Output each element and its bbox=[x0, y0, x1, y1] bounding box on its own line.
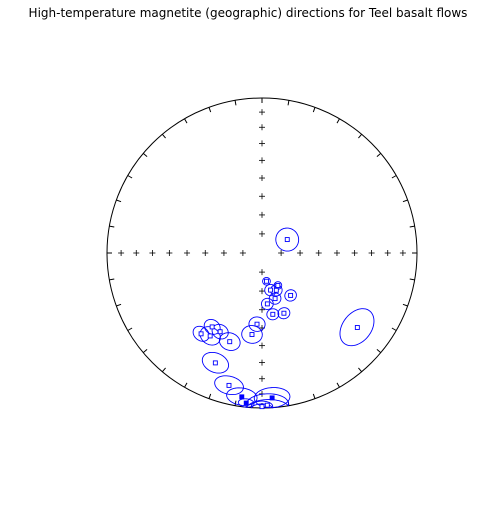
direction-marker bbox=[264, 301, 270, 307]
confidence-circle bbox=[253, 387, 291, 409]
perimeter-tick bbox=[287, 100, 290, 106]
perimeter-tick bbox=[161, 133, 166, 139]
confidence-circle bbox=[237, 398, 255, 408]
confidence-circle bbox=[214, 375, 244, 396]
perimeter-tick bbox=[234, 400, 237, 406]
perimeter-tick bbox=[208, 107, 212, 113]
direction-marker bbox=[264, 278, 269, 284]
perimeter-tick bbox=[336, 118, 340, 124]
perimeter-tick bbox=[184, 118, 188, 124]
confidence-circle bbox=[218, 332, 241, 351]
chart-title: High-temperature magnetite (geographic) … bbox=[28, 6, 468, 20]
confidence-circle bbox=[241, 325, 263, 344]
perimeter-tick bbox=[208, 393, 212, 399]
direction-marker bbox=[264, 402, 270, 408]
perimeter-tick bbox=[358, 133, 363, 139]
direction-marker bbox=[275, 283, 281, 288]
direction-marker bbox=[288, 292, 294, 298]
perimeter-tick bbox=[109, 278, 115, 281]
confidence-circle bbox=[266, 308, 280, 321]
perimeter-tick bbox=[127, 175, 133, 179]
direction-marker bbox=[284, 237, 290, 243]
perimeter-tick bbox=[376, 349, 382, 354]
perimeter-tick bbox=[127, 327, 133, 331]
direction-marker bbox=[254, 321, 260, 327]
direction-marker bbox=[269, 395, 275, 401]
confidence-circle bbox=[284, 289, 297, 302]
direction-marker bbox=[209, 324, 215, 330]
confidence-circle bbox=[275, 227, 300, 252]
direction-marker bbox=[249, 332, 255, 337]
perimeter-tick bbox=[391, 175, 397, 179]
direction-marker bbox=[270, 311, 276, 317]
direction-marker bbox=[259, 404, 265, 410]
confidence-circle bbox=[339, 308, 375, 347]
perimeter-tick bbox=[142, 152, 148, 157]
perimeter-tick bbox=[391, 327, 397, 331]
perimeter-tick bbox=[142, 349, 148, 354]
direction-marker bbox=[239, 394, 245, 400]
direction-marker bbox=[243, 400, 249, 406]
perimeter-tick bbox=[161, 367, 166, 373]
perimeter-tick bbox=[234, 100, 237, 106]
perimeter-tick bbox=[409, 278, 415, 281]
direction-marker bbox=[217, 329, 223, 335]
direction-marker bbox=[207, 333, 213, 339]
confidence-circle bbox=[201, 351, 230, 374]
direction-marker bbox=[226, 382, 232, 388]
perimeter-tick bbox=[336, 382, 340, 388]
perimeter-tick bbox=[409, 225, 415, 228]
perimeter-tick bbox=[312, 107, 316, 113]
confidence-circle bbox=[260, 297, 274, 310]
direction-marker bbox=[268, 287, 274, 293]
confidence-circle bbox=[273, 281, 283, 290]
perimeter-tick bbox=[376, 152, 382, 157]
perimeter-tick bbox=[116, 199, 122, 203]
direction-marker bbox=[281, 310, 287, 316]
perimeter-tick bbox=[116, 303, 122, 307]
perimeter-tick bbox=[402, 199, 408, 203]
perimeter-tick bbox=[312, 393, 316, 399]
direction-marker bbox=[198, 331, 204, 337]
perimeter-tick bbox=[358, 367, 363, 373]
direction-marker bbox=[354, 325, 360, 330]
perimeter-tick bbox=[402, 303, 408, 307]
perimeter-tick bbox=[184, 382, 188, 388]
direction-marker bbox=[273, 287, 279, 293]
confidence-circle bbox=[192, 325, 210, 342]
direction-marker bbox=[227, 339, 233, 345]
direction-marker bbox=[272, 296, 278, 302]
perimeter-tick bbox=[109, 225, 115, 228]
direction-marker bbox=[212, 360, 218, 366]
